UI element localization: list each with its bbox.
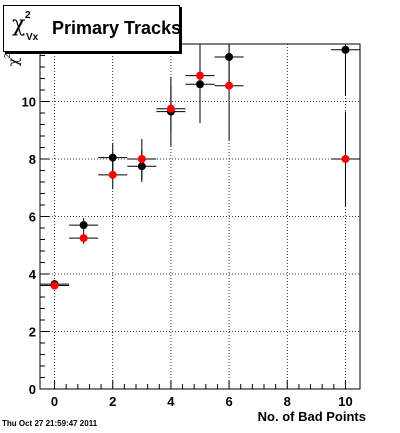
title-box: χ 2 Vx Primary Tracks [3, 5, 182, 52]
y-tick-label: 6 [29, 210, 36, 225]
axes: 0 2 4 6 8 10 0 2 4 6 8 10 [22, 43, 361, 409]
data-points [40, 44, 360, 290]
data-point [79, 221, 88, 230]
x-tick-label: 4 [167, 394, 175, 409]
y-tick-label: 2 [29, 325, 36, 340]
data-point [225, 81, 234, 90]
x-tick-label: 0 [51, 394, 58, 409]
data-point [341, 155, 350, 163]
data-point [341, 45, 350, 54]
y-axis-superscript: 2 [3, 53, 12, 58]
data-point [79, 234, 88, 243]
data-point [108, 153, 117, 162]
series-1 [40, 44, 360, 290]
x-axis-label: No. of Bad Points [258, 409, 366, 424]
x-tick-label: 8 [284, 394, 291, 409]
data-point [108, 170, 117, 179]
data-point [196, 71, 204, 80]
y-tick-label: 0 [29, 382, 36, 397]
chi-superscript: 2 [25, 10, 31, 21]
y-axis-symbol: χ [6, 57, 22, 66]
chi-symbol: χ [12, 12, 26, 37]
y-axis-label: χ [6, 57, 22, 66]
x-tick-label: 6 [225, 394, 232, 409]
y-tick-label: 4 [29, 267, 37, 282]
y-tick-label: 10 [22, 95, 36, 110]
timestamp: Thu Oct 27 21:59:47 2011 [2, 419, 98, 428]
y-tick-label: 8 [29, 152, 36, 167]
data-point [50, 281, 59, 290]
data-point [166, 104, 175, 113]
chi-subscript: Vx [26, 32, 39, 43]
x-tick-label: 2 [109, 394, 116, 409]
chart-title: Primary Tracks [52, 18, 182, 38]
data-point [137, 155, 146, 163]
x-tick-label: 10 [338, 394, 352, 409]
